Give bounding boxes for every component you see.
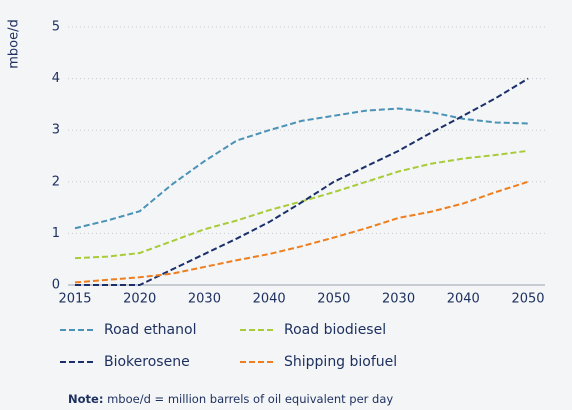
x-tick-label: 2040 — [447, 292, 480, 307]
x-tick-label: 2030 — [382, 292, 415, 307]
legend-label: Road ethanol — [104, 322, 196, 338]
y-tick-label: 5 — [52, 20, 60, 35]
line-series — [74, 149, 529, 260]
x-tick-label: 2030 — [188, 292, 221, 307]
x-tick-label: 2040 — [253, 292, 286, 307]
y-tick-label: 0 — [52, 278, 60, 293]
x-tick-label: 2050 — [511, 292, 544, 307]
note-text: mboe/d = million barrels of oil equivale… — [107, 392, 393, 406]
y-axis-label: mboe/d — [7, 19, 22, 69]
x-tick-label: 2020 — [123, 292, 156, 307]
note: Note: mboe/d = million barrels of oil eq… — [68, 392, 393, 406]
x-tick-label: 2050 — [317, 292, 350, 307]
y-tick-label: 3 — [52, 123, 60, 138]
line-series — [75, 77, 529, 286]
line-series — [74, 107, 529, 230]
line-series — [74, 180, 529, 284]
legend-label: Road biodiesel — [284, 322, 386, 338]
y-tick-label: 1 — [52, 226, 60, 241]
x-tick-label: 2015 — [58, 292, 91, 307]
legend-label: Shipping biofuel — [284, 354, 397, 370]
y-tick-label: 2 — [52, 174, 60, 189]
legend-label: Biokerosene — [104, 354, 190, 370]
y-tick-label: 4 — [52, 71, 60, 86]
note-label: Note: — [68, 392, 103, 406]
